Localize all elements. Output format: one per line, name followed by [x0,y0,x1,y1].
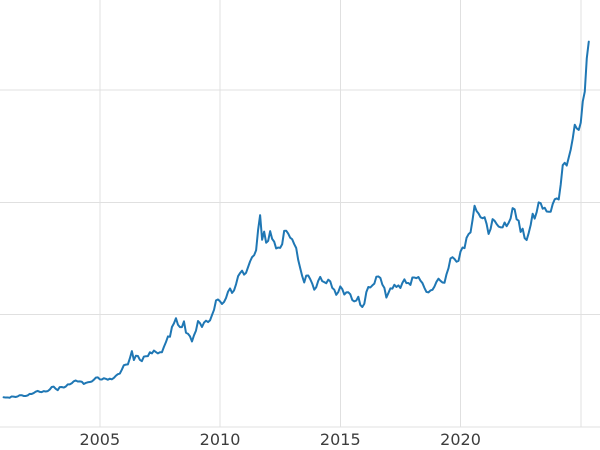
x-tick-label: 2020 [440,430,481,449]
x-tick-label: 2015 [320,430,361,449]
x-tick-label: 2010 [200,430,241,449]
x-tick-label: 2005 [79,430,120,449]
price-series-line [2,40,590,399]
